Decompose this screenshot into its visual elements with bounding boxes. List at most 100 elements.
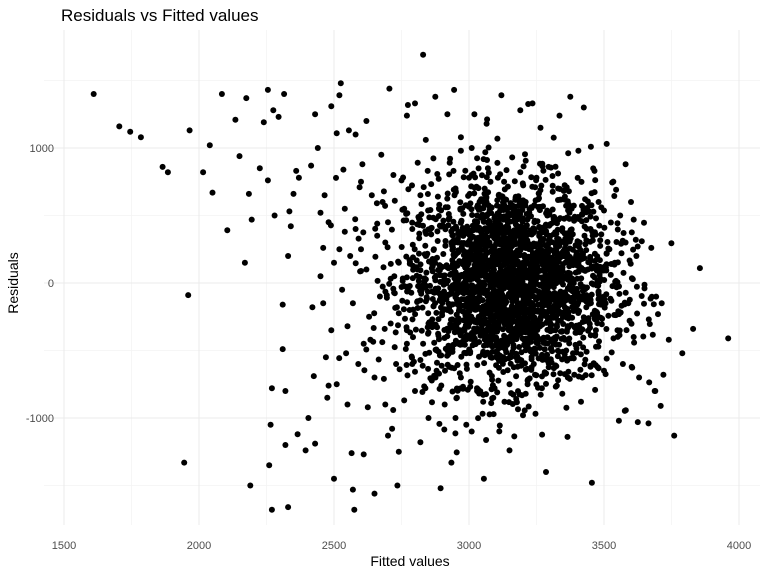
data-point — [478, 247, 485, 254]
data-point — [528, 174, 535, 181]
data-point — [448, 228, 455, 235]
data-point — [471, 190, 478, 197]
data-point — [414, 159, 421, 166]
data-point — [434, 193, 441, 200]
data-point — [634, 243, 641, 250]
data-point — [538, 224, 544, 231]
data-point — [628, 320, 635, 327]
data-point — [445, 328, 452, 335]
data-point — [405, 186, 412, 193]
data-point — [285, 504, 292, 511]
data-point — [431, 339, 438, 346]
data-point — [561, 182, 568, 189]
data-point — [523, 338, 530, 345]
data-point — [593, 267, 600, 274]
data-point — [575, 147, 582, 154]
data-point — [581, 223, 588, 230]
data-point — [531, 219, 538, 226]
data-point — [613, 239, 620, 245]
data-point — [500, 207, 507, 213]
data-point — [260, 119, 267, 126]
data-point — [385, 432, 391, 439]
data-point — [436, 385, 443, 392]
data-point — [383, 294, 390, 301]
data-point — [281, 91, 288, 97]
data-point — [484, 157, 490, 163]
data-point — [494, 159, 501, 166]
data-point — [520, 228, 527, 235]
y-tick-label: 0 — [48, 278, 54, 290]
data-point — [409, 219, 416, 226]
data-point — [649, 331, 656, 338]
data-point — [582, 372, 589, 379]
data-point — [603, 355, 610, 362]
data-point — [567, 355, 574, 362]
data-point — [442, 367, 448, 374]
data-point — [312, 440, 319, 447]
data-point — [497, 264, 504, 271]
data-point — [596, 278, 603, 285]
data-point — [590, 281, 597, 288]
data-point — [492, 217, 499, 224]
data-point — [543, 260, 550, 267]
data-point — [403, 217, 410, 224]
data-point — [425, 207, 432, 214]
data-point — [286, 208, 293, 215]
data-point — [549, 188, 556, 195]
data-point — [423, 269, 430, 276]
data-point — [436, 336, 442, 343]
x-tick-label: 4000 — [727, 540, 751, 552]
data-point — [481, 266, 488, 273]
data-point — [412, 311, 419, 318]
data-point — [371, 310, 378, 317]
data-point — [417, 357, 424, 363]
data-point — [432, 216, 439, 223]
data-point — [357, 268, 364, 275]
data-point — [491, 305, 498, 312]
data-point — [395, 322, 401, 329]
data-point — [527, 280, 534, 287]
data-point — [360, 229, 367, 236]
data-point — [428, 224, 435, 231]
data-point — [593, 308, 600, 315]
data-point — [442, 296, 449, 303]
data-point — [585, 315, 592, 322]
data-point — [554, 353, 561, 360]
data-point — [453, 395, 460, 402]
data-point — [200, 169, 207, 176]
data-point — [520, 272, 527, 279]
data-point — [470, 274, 477, 281]
data-point — [181, 459, 188, 466]
data-point — [515, 290, 522, 296]
data-point — [435, 205, 442, 212]
x-tick-label: 3500 — [592, 540, 616, 552]
data-point — [559, 390, 566, 397]
data-point — [555, 303, 562, 310]
x-tick-label: 2500 — [322, 540, 346, 552]
data-point — [485, 144, 492, 151]
data-point — [476, 294, 483, 301]
data-point — [376, 293, 383, 300]
data-point — [578, 398, 584, 405]
data-point — [544, 326, 551, 333]
data-point — [410, 266, 417, 273]
data-point — [499, 229, 506, 236]
data-point — [484, 165, 491, 172]
data-point — [596, 222, 603, 229]
data-point — [586, 259, 593, 265]
data-point — [484, 249, 491, 256]
data-point — [647, 295, 654, 302]
data-point — [446, 159, 453, 166]
data-point — [646, 321, 653, 327]
data-point — [555, 197, 561, 203]
data-point — [508, 288, 515, 294]
data-point — [565, 269, 572, 276]
data-point — [607, 271, 614, 278]
data-point — [268, 385, 275, 392]
data-point — [403, 324, 410, 331]
data-point — [509, 250, 516, 257]
data-point — [536, 323, 543, 330]
data-point — [472, 174, 479, 181]
data-point — [614, 259, 621, 266]
data-point — [565, 276, 572, 283]
